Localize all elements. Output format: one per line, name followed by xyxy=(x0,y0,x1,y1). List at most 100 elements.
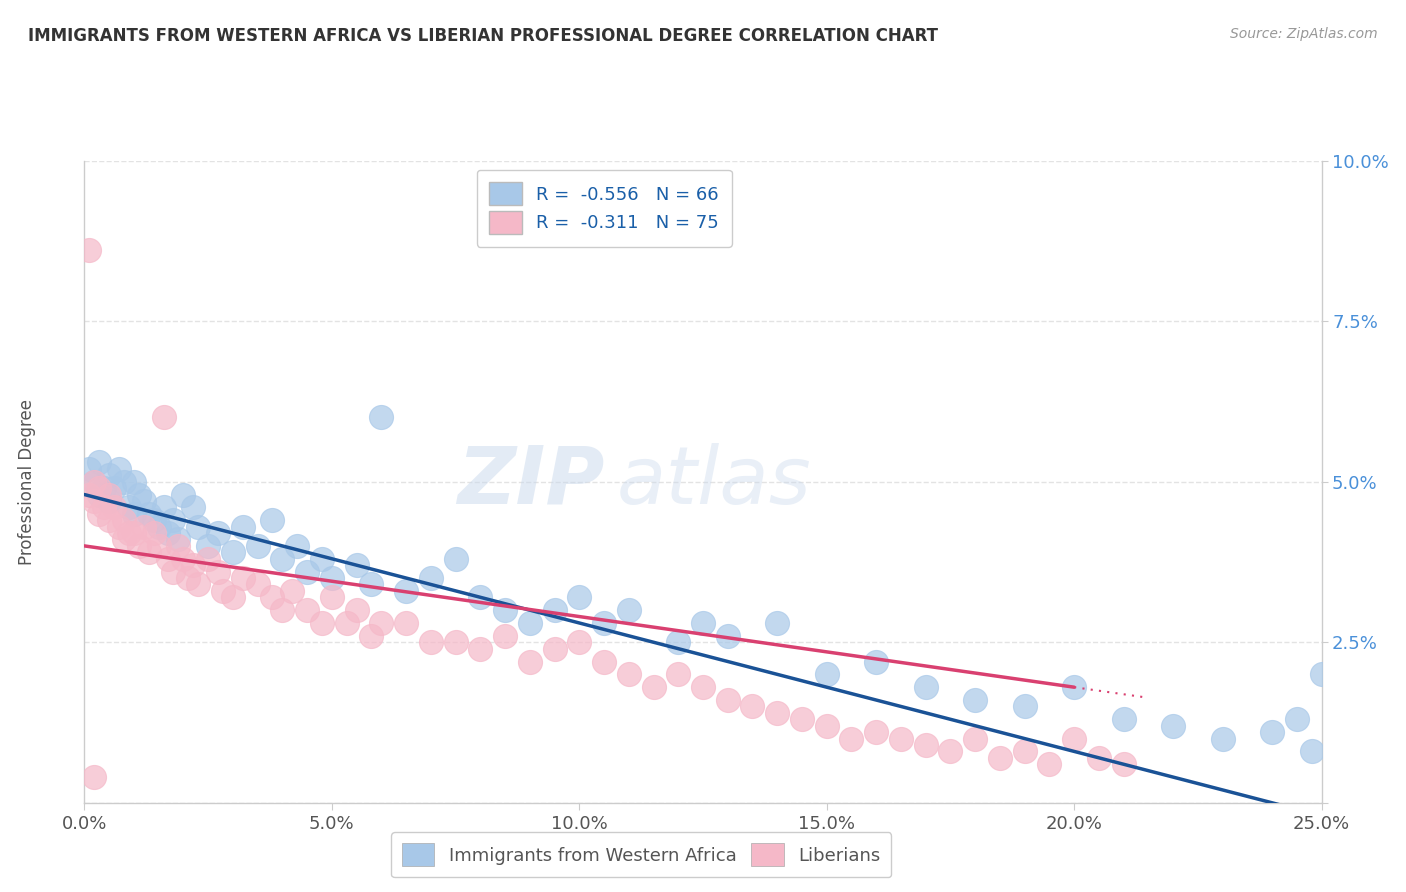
Point xyxy=(939,744,962,758)
Point xyxy=(815,667,838,681)
Point xyxy=(1285,712,1308,726)
Point xyxy=(444,635,467,649)
Point xyxy=(93,481,115,495)
Point xyxy=(285,539,308,553)
Point xyxy=(118,500,141,515)
Point xyxy=(142,526,165,541)
Point xyxy=(494,629,516,643)
Point xyxy=(103,500,125,515)
Point xyxy=(470,591,492,605)
Point xyxy=(262,591,284,605)
Point xyxy=(311,615,333,630)
Point xyxy=(152,500,174,515)
Point xyxy=(122,475,145,489)
Point xyxy=(172,551,194,566)
Point xyxy=(187,577,209,591)
Point xyxy=(321,591,343,605)
Point xyxy=(246,577,269,591)
Point xyxy=(419,571,441,585)
Point xyxy=(162,513,184,527)
Point xyxy=(222,545,245,559)
Point xyxy=(83,770,105,784)
Point xyxy=(717,629,740,643)
Point xyxy=(741,699,763,714)
Point xyxy=(1112,712,1135,726)
Text: Source: ZipAtlas.com: Source: ZipAtlas.com xyxy=(1230,27,1378,41)
Point xyxy=(336,615,359,630)
Point xyxy=(543,603,565,617)
Point xyxy=(1038,757,1060,772)
Point xyxy=(1161,719,1184,733)
Point xyxy=(395,615,418,630)
Point xyxy=(98,494,121,508)
Point xyxy=(207,526,229,541)
Point xyxy=(207,565,229,579)
Point xyxy=(79,487,101,501)
Y-axis label: Professional Degree: Professional Degree xyxy=(18,399,35,565)
Point xyxy=(1310,667,1333,681)
Point xyxy=(1301,744,1323,758)
Point xyxy=(295,603,318,617)
Point xyxy=(98,513,121,527)
Point xyxy=(122,507,145,521)
Point xyxy=(444,551,467,566)
Point xyxy=(98,468,121,483)
Point xyxy=(692,615,714,630)
Point xyxy=(470,641,492,656)
Point xyxy=(346,558,368,573)
Point xyxy=(181,500,204,515)
Point xyxy=(766,706,789,720)
Point xyxy=(519,655,541,669)
Point xyxy=(148,539,170,553)
Point xyxy=(103,481,125,495)
Point xyxy=(112,533,135,547)
Point xyxy=(148,519,170,533)
Point xyxy=(321,571,343,585)
Point xyxy=(181,558,204,573)
Point xyxy=(865,655,887,669)
Point xyxy=(118,526,141,541)
Point xyxy=(83,475,105,489)
Point xyxy=(197,551,219,566)
Point xyxy=(89,487,111,501)
Point xyxy=(1088,751,1111,765)
Point xyxy=(122,526,145,541)
Point xyxy=(1014,744,1036,758)
Point xyxy=(494,603,516,617)
Point xyxy=(79,462,101,476)
Point xyxy=(152,410,174,425)
Point xyxy=(1063,680,1085,694)
Point xyxy=(79,244,101,258)
Point xyxy=(222,591,245,605)
Point xyxy=(914,680,936,694)
Point xyxy=(643,680,665,694)
Point xyxy=(360,577,382,591)
Point xyxy=(246,539,269,553)
Point xyxy=(692,680,714,694)
Point xyxy=(841,731,863,746)
Point xyxy=(1063,731,1085,746)
Point xyxy=(1014,699,1036,714)
Point xyxy=(346,603,368,617)
Point xyxy=(1112,757,1135,772)
Point xyxy=(93,500,115,515)
Point xyxy=(815,719,838,733)
Point xyxy=(311,551,333,566)
Point xyxy=(617,603,640,617)
Text: atlas: atlas xyxy=(616,442,811,521)
Point xyxy=(138,507,160,521)
Point xyxy=(157,551,180,566)
Point xyxy=(865,725,887,739)
Point xyxy=(370,615,392,630)
Point xyxy=(370,410,392,425)
Point xyxy=(177,571,200,585)
Point xyxy=(83,494,105,508)
Point xyxy=(212,583,235,598)
Point xyxy=(271,551,294,566)
Point xyxy=(98,487,121,501)
Text: ZIP: ZIP xyxy=(457,442,605,521)
Point xyxy=(89,455,111,469)
Point xyxy=(360,629,382,643)
Point xyxy=(965,693,987,707)
Point xyxy=(232,571,254,585)
